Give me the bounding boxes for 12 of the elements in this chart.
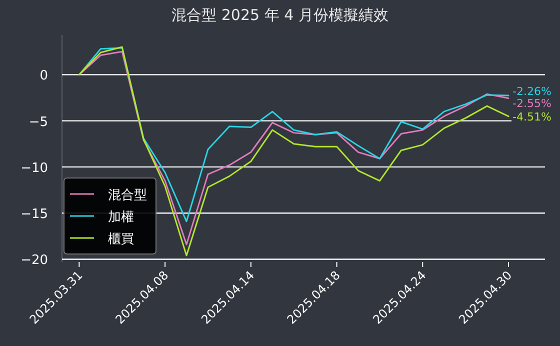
y-tick-label: −15: [20, 207, 48, 222]
y-tick-label: −5: [28, 114, 48, 130]
y-tick-label: −10: [20, 160, 48, 176]
legend-label: 混合型: [108, 188, 147, 203]
chart-title: 混合型 2025 年 4 月份模擬績效: [172, 6, 388, 24]
y-tick-label: −20: [20, 253, 48, 268]
legend-label: 櫃買: [108, 232, 134, 247]
data-label: -2.26%: [512, 84, 552, 98]
y-tick-label: 0: [40, 68, 48, 84]
data-label: -2.55%: [512, 96, 552, 110]
data-label: -4.51%: [512, 110, 552, 124]
legend-label: 加權: [108, 210, 134, 225]
